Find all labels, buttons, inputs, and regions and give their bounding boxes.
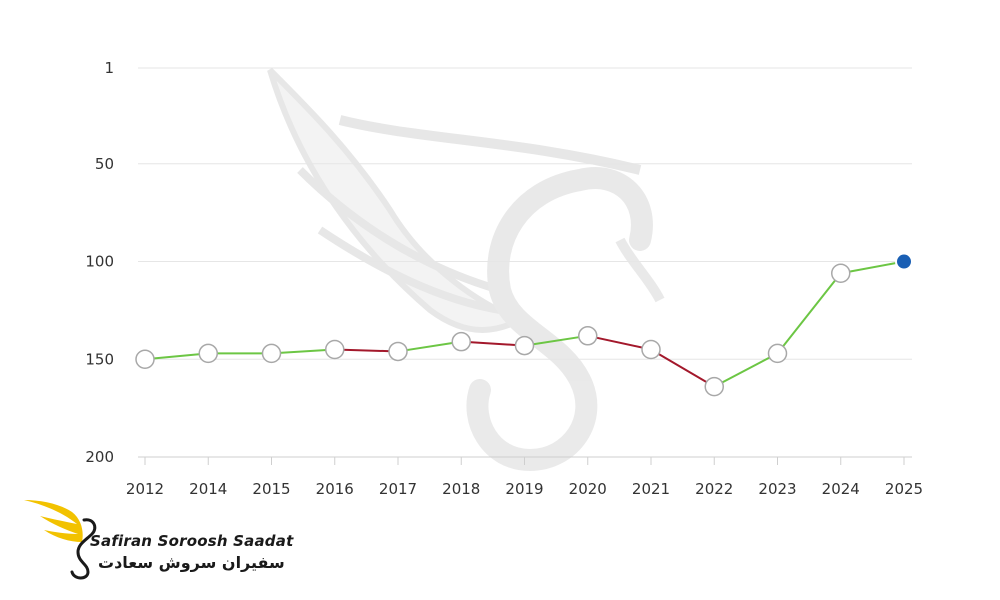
data-point[interactable] — [198, 343, 218, 364]
brand-logo — [22, 492, 302, 582]
x-tick-label: 2020 — [569, 480, 607, 498]
series-line-segment — [650, 348, 716, 388]
series-line-segment — [586, 334, 652, 351]
series-line-segment — [776, 272, 842, 355]
x-tick-label: 2015 — [252, 480, 290, 498]
series-line-segment — [144, 352, 210, 361]
data-point[interactable] — [767, 343, 788, 364]
x-tick-label: 2025 — [885, 480, 923, 498]
x-tick-label: 2018 — [442, 480, 480, 498]
brand-name-english: Safiran Soroosh Saadat — [90, 532, 294, 550]
series-line-segment — [397, 340, 463, 353]
y-tick-label: 150 — [85, 350, 114, 368]
series-line-segment — [839, 260, 905, 275]
y-tick-label: 200 — [85, 448, 114, 466]
y-tick-label: 50 — [95, 155, 114, 173]
data-point[interactable] — [135, 349, 155, 370]
series-line-segment — [713, 352, 779, 388]
x-tick-label: 2012 — [126, 480, 164, 498]
data-point[interactable] — [261, 343, 282, 364]
data-point[interactable] — [325, 339, 345, 360]
data-point[interactable] — [831, 263, 851, 284]
x-tick-label: 2024 — [822, 480, 860, 498]
x-tick-label: 2019 — [505, 480, 543, 498]
series-line-segment — [523, 334, 589, 347]
x-tick-label: 2017 — [379, 480, 417, 498]
series-line-segment — [460, 340, 526, 347]
data-point[interactable] — [641, 339, 661, 360]
series-line-segment — [270, 348, 336, 355]
series-line-segment — [333, 348, 399, 353]
watermark-logo-icon — [267, 67, 665, 472]
data-point-current[interactable] — [895, 252, 913, 271]
data-point[interactable] — [388, 341, 408, 362]
y-tick-label: 100 — [85, 253, 114, 271]
data-point[interactable] — [451, 331, 471, 352]
x-tick-label: 2023 — [758, 480, 796, 498]
x-tick-label: 2022 — [695, 480, 733, 498]
data-point[interactable] — [578, 326, 598, 346]
x-tick-label: 2016 — [316, 480, 354, 498]
x-tick-label: 2021 — [632, 480, 670, 498]
data-point[interactable] — [704, 376, 724, 397]
data-point[interactable] — [514, 335, 535, 356]
wing-swan-logo-icon — [24, 500, 97, 580]
x-tick-label: 2014 — [189, 480, 227, 498]
y-tick-label: 1 — [104, 59, 114, 77]
brand-name-persian: سفیران سروش سعادت — [98, 553, 285, 572]
